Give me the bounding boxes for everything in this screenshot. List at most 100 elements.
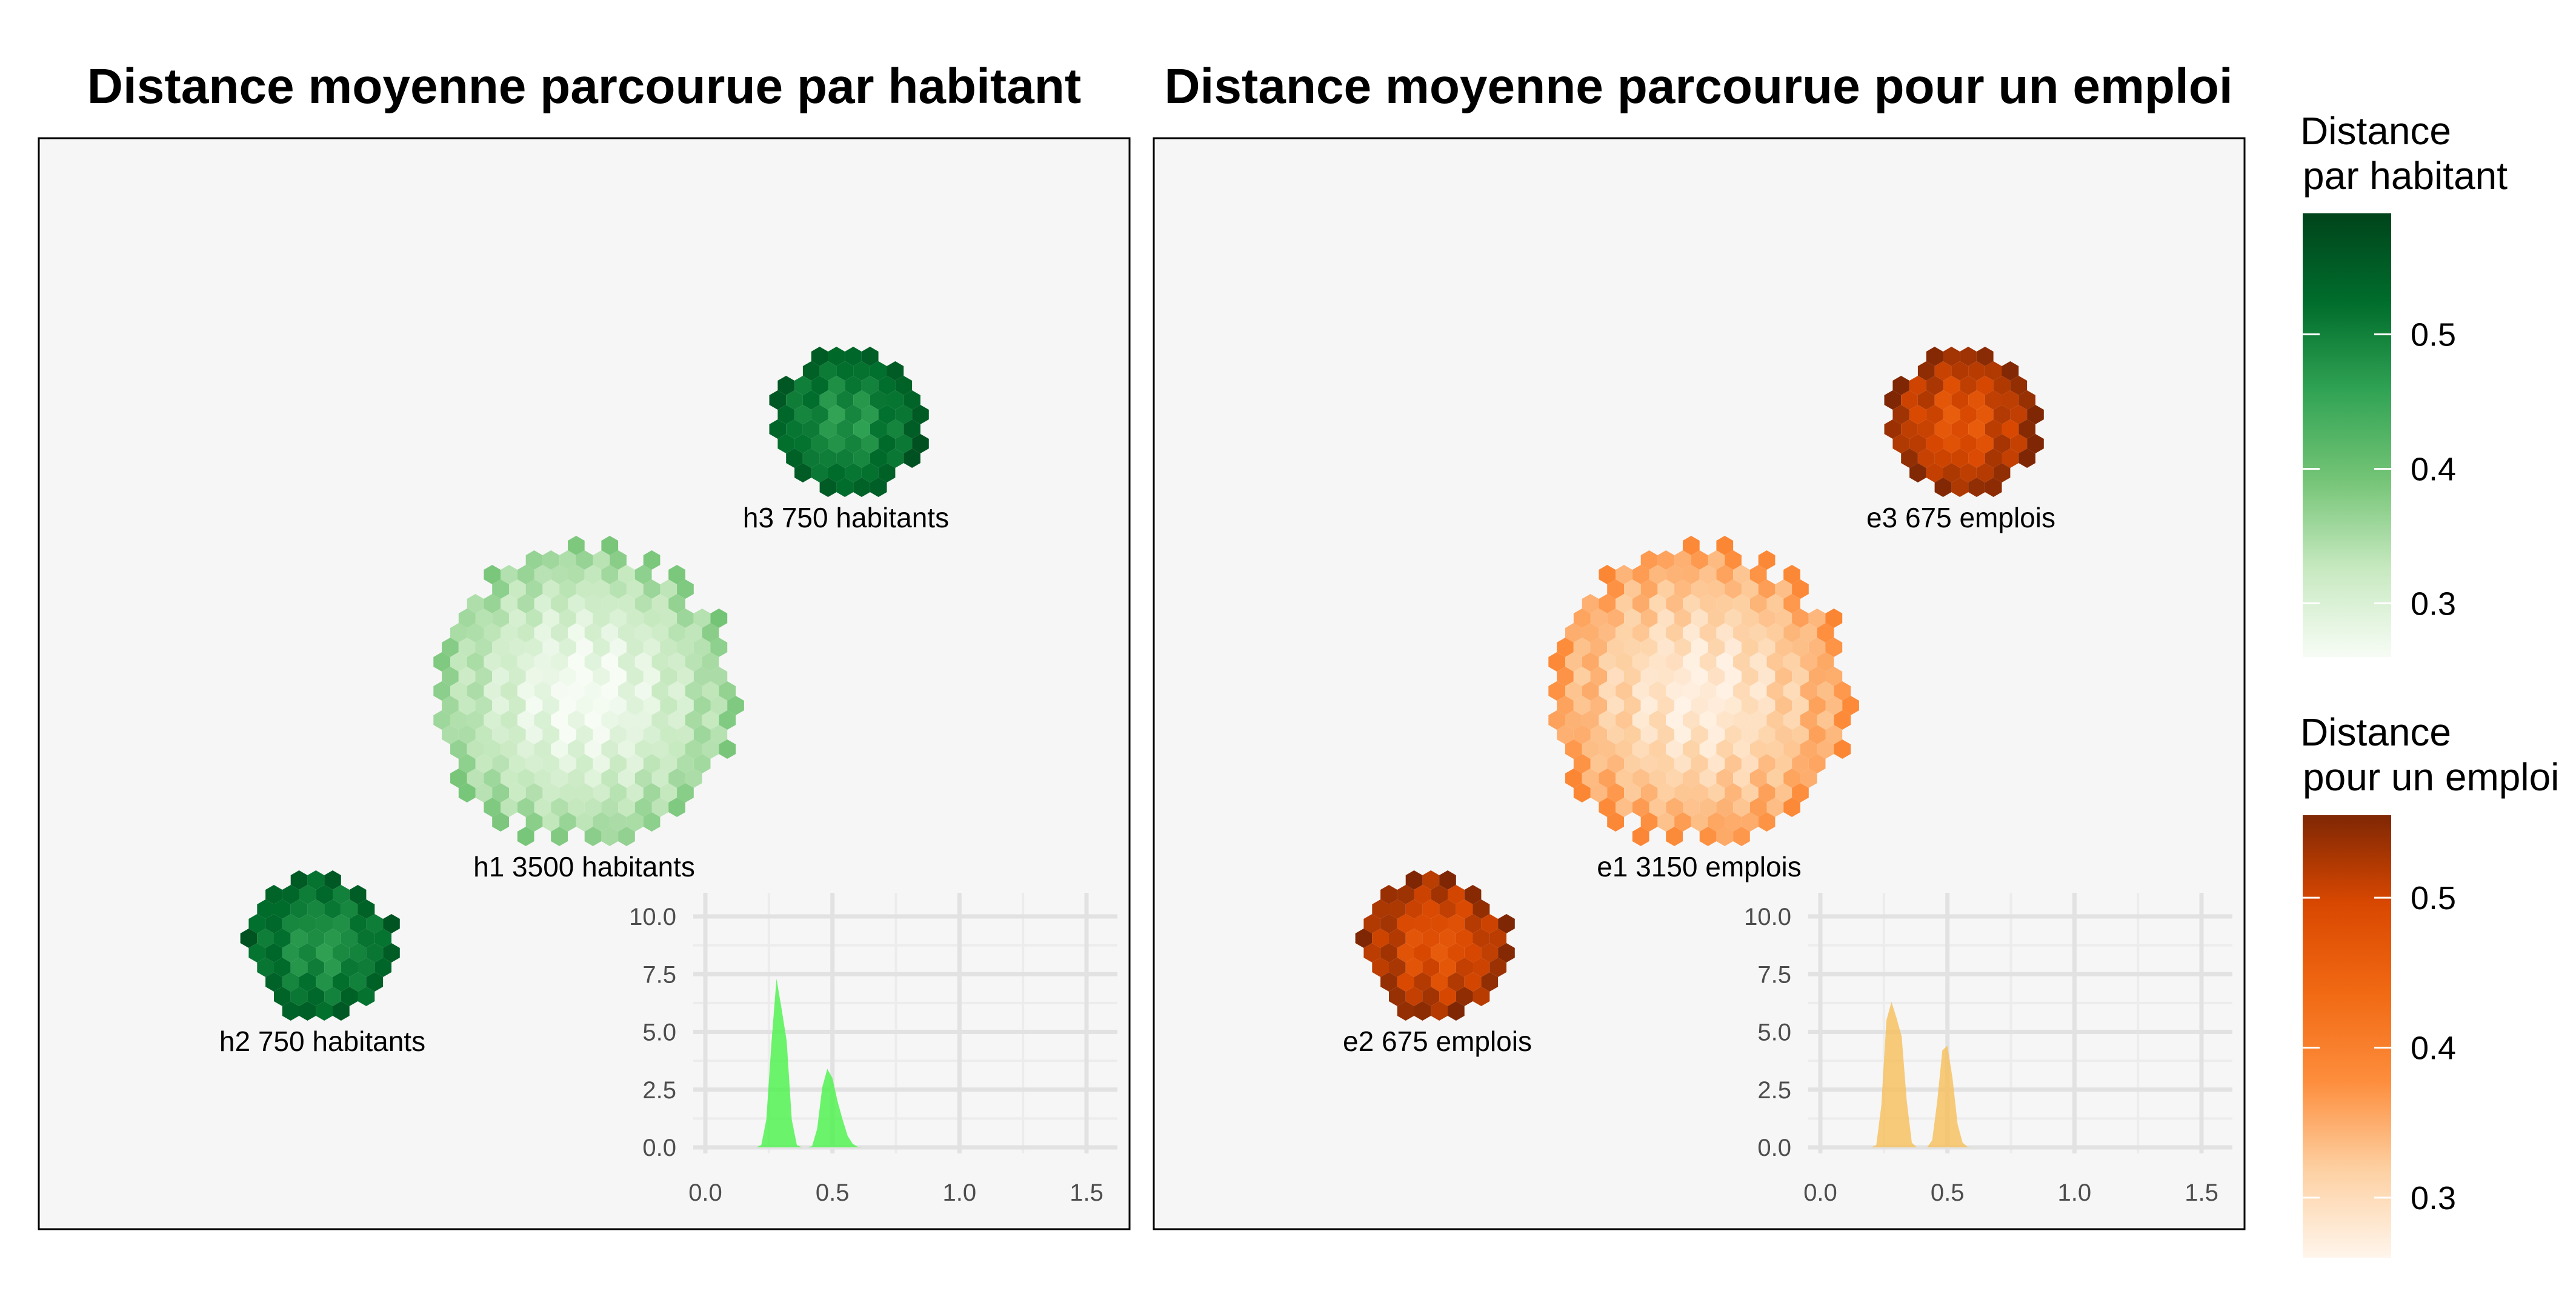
hex-cell [534,681,551,701]
hex-cell [1792,754,1809,773]
inset-y-tick-label: 2.5 [1757,1077,1791,1104]
hex-cell [1741,667,1759,686]
hex-cell [1909,434,1926,453]
hex-cell [702,739,719,759]
hex-cell [475,667,493,686]
hex-cell [484,594,501,613]
hex-cell [870,361,887,381]
hex-cell [475,609,493,628]
hex-cell [1683,652,1700,672]
hex-cell [584,565,602,584]
hex-cell [727,696,744,715]
legend-emploi-title-line2: pour un emploi [2303,755,2559,799]
hex-cell [1548,710,1565,730]
hex-cell [559,579,576,599]
hex-cell [1943,434,1960,453]
hex-cell [702,710,719,730]
hex-cell [1699,769,1717,788]
hex-cell [1599,652,1616,672]
hex-cell [1624,638,1641,657]
hex-cell [1565,769,1582,788]
hex-cell [651,623,669,642]
hex-cell [693,725,711,744]
hex-cell [568,623,585,642]
hex-cell [349,885,367,904]
hex-cell [802,419,820,439]
inset-density-area [1871,1002,1978,1147]
hex-cell [1733,565,1750,584]
hex-cell [568,739,585,759]
hex-cell [610,725,627,744]
hex-cell [542,579,560,599]
hex-cell [1758,667,1776,686]
inset-density-area [756,978,863,1147]
hex-cell [1666,827,1683,846]
hex-cell [509,783,526,802]
panel-title-habitant: Distance moyenne parcourue par habitant [87,59,1081,114]
hex-cell [710,667,728,686]
hex-cell [475,754,493,773]
hex-cell [1943,463,1960,482]
inset-density-habitant: 0.0 2.5 5.0 7.5 10.0 0.0 0.5 1.0 1.5 [629,893,1117,1206]
hex-cell [584,739,602,759]
cluster-label: e3 675 emplois [1866,502,2055,533]
hex-cell [501,739,518,759]
hex-cell [542,783,560,802]
hex-cell [475,725,493,744]
hex-cell [458,667,476,686]
hex-cell [643,725,661,744]
hex-cell [458,725,476,744]
hex-cell [1792,696,1809,715]
hex-cell [1674,696,1691,715]
hex-cell [1683,710,1700,730]
inset-y-tick-label: 5.0 [642,1019,676,1046]
hex-cell [534,710,551,730]
hex-cell [794,463,811,482]
hex-cell [811,434,828,453]
hex-cell [1599,623,1616,642]
hex-cell [1792,783,1809,802]
hex-cell [517,565,534,584]
hex-cell [282,972,299,992]
hex-cell [802,361,820,381]
hex-cell [1448,943,1465,962]
hex-cell [324,958,341,977]
hex-layer-habitant [240,347,929,1021]
hex-cell [1749,652,1767,672]
hex-cell [265,943,282,962]
hex-cell [1976,434,1994,453]
hex-cell [1741,579,1759,599]
inset-y-tick-label: 5.0 [1757,1019,1791,1046]
legend-habitant-colorbar [2303,213,2391,657]
hex-cell [1943,376,1960,395]
hex-cell [274,899,291,919]
hex-cell [1473,987,1490,1006]
hex-cell [1800,681,1817,701]
hex-cell [1817,623,1834,642]
legend-emploi-ticks: 0.5 0.4 0.3 [2303,880,2456,1216]
hex-cell [450,681,467,701]
hex-cell [525,550,543,570]
hex-cell [542,667,560,686]
hex-cell [1951,361,1969,381]
hex-cell [1725,638,1742,657]
hex-cell [811,405,828,424]
hex-cell [618,739,635,759]
hex-cell [1599,681,1616,701]
hex-cell [1657,696,1675,715]
hex-cell [1834,739,1851,759]
hex-cell [1699,652,1717,672]
panel-title-emploi: Distance moyenne parcourue pour un emplo… [1164,59,2232,114]
hex-cell [634,798,652,817]
hex-cell [2002,419,2019,439]
hex-cell [509,638,526,657]
hex-cell [257,929,274,948]
hex-cell [1405,899,1423,919]
hex-cell [492,696,509,715]
hex-cell [1422,987,1440,1006]
hex-cell [492,579,509,599]
hex-cell [643,754,661,773]
hex-cell [1431,885,1448,904]
hex-cell [618,623,635,642]
hex-cell [1758,754,1776,773]
